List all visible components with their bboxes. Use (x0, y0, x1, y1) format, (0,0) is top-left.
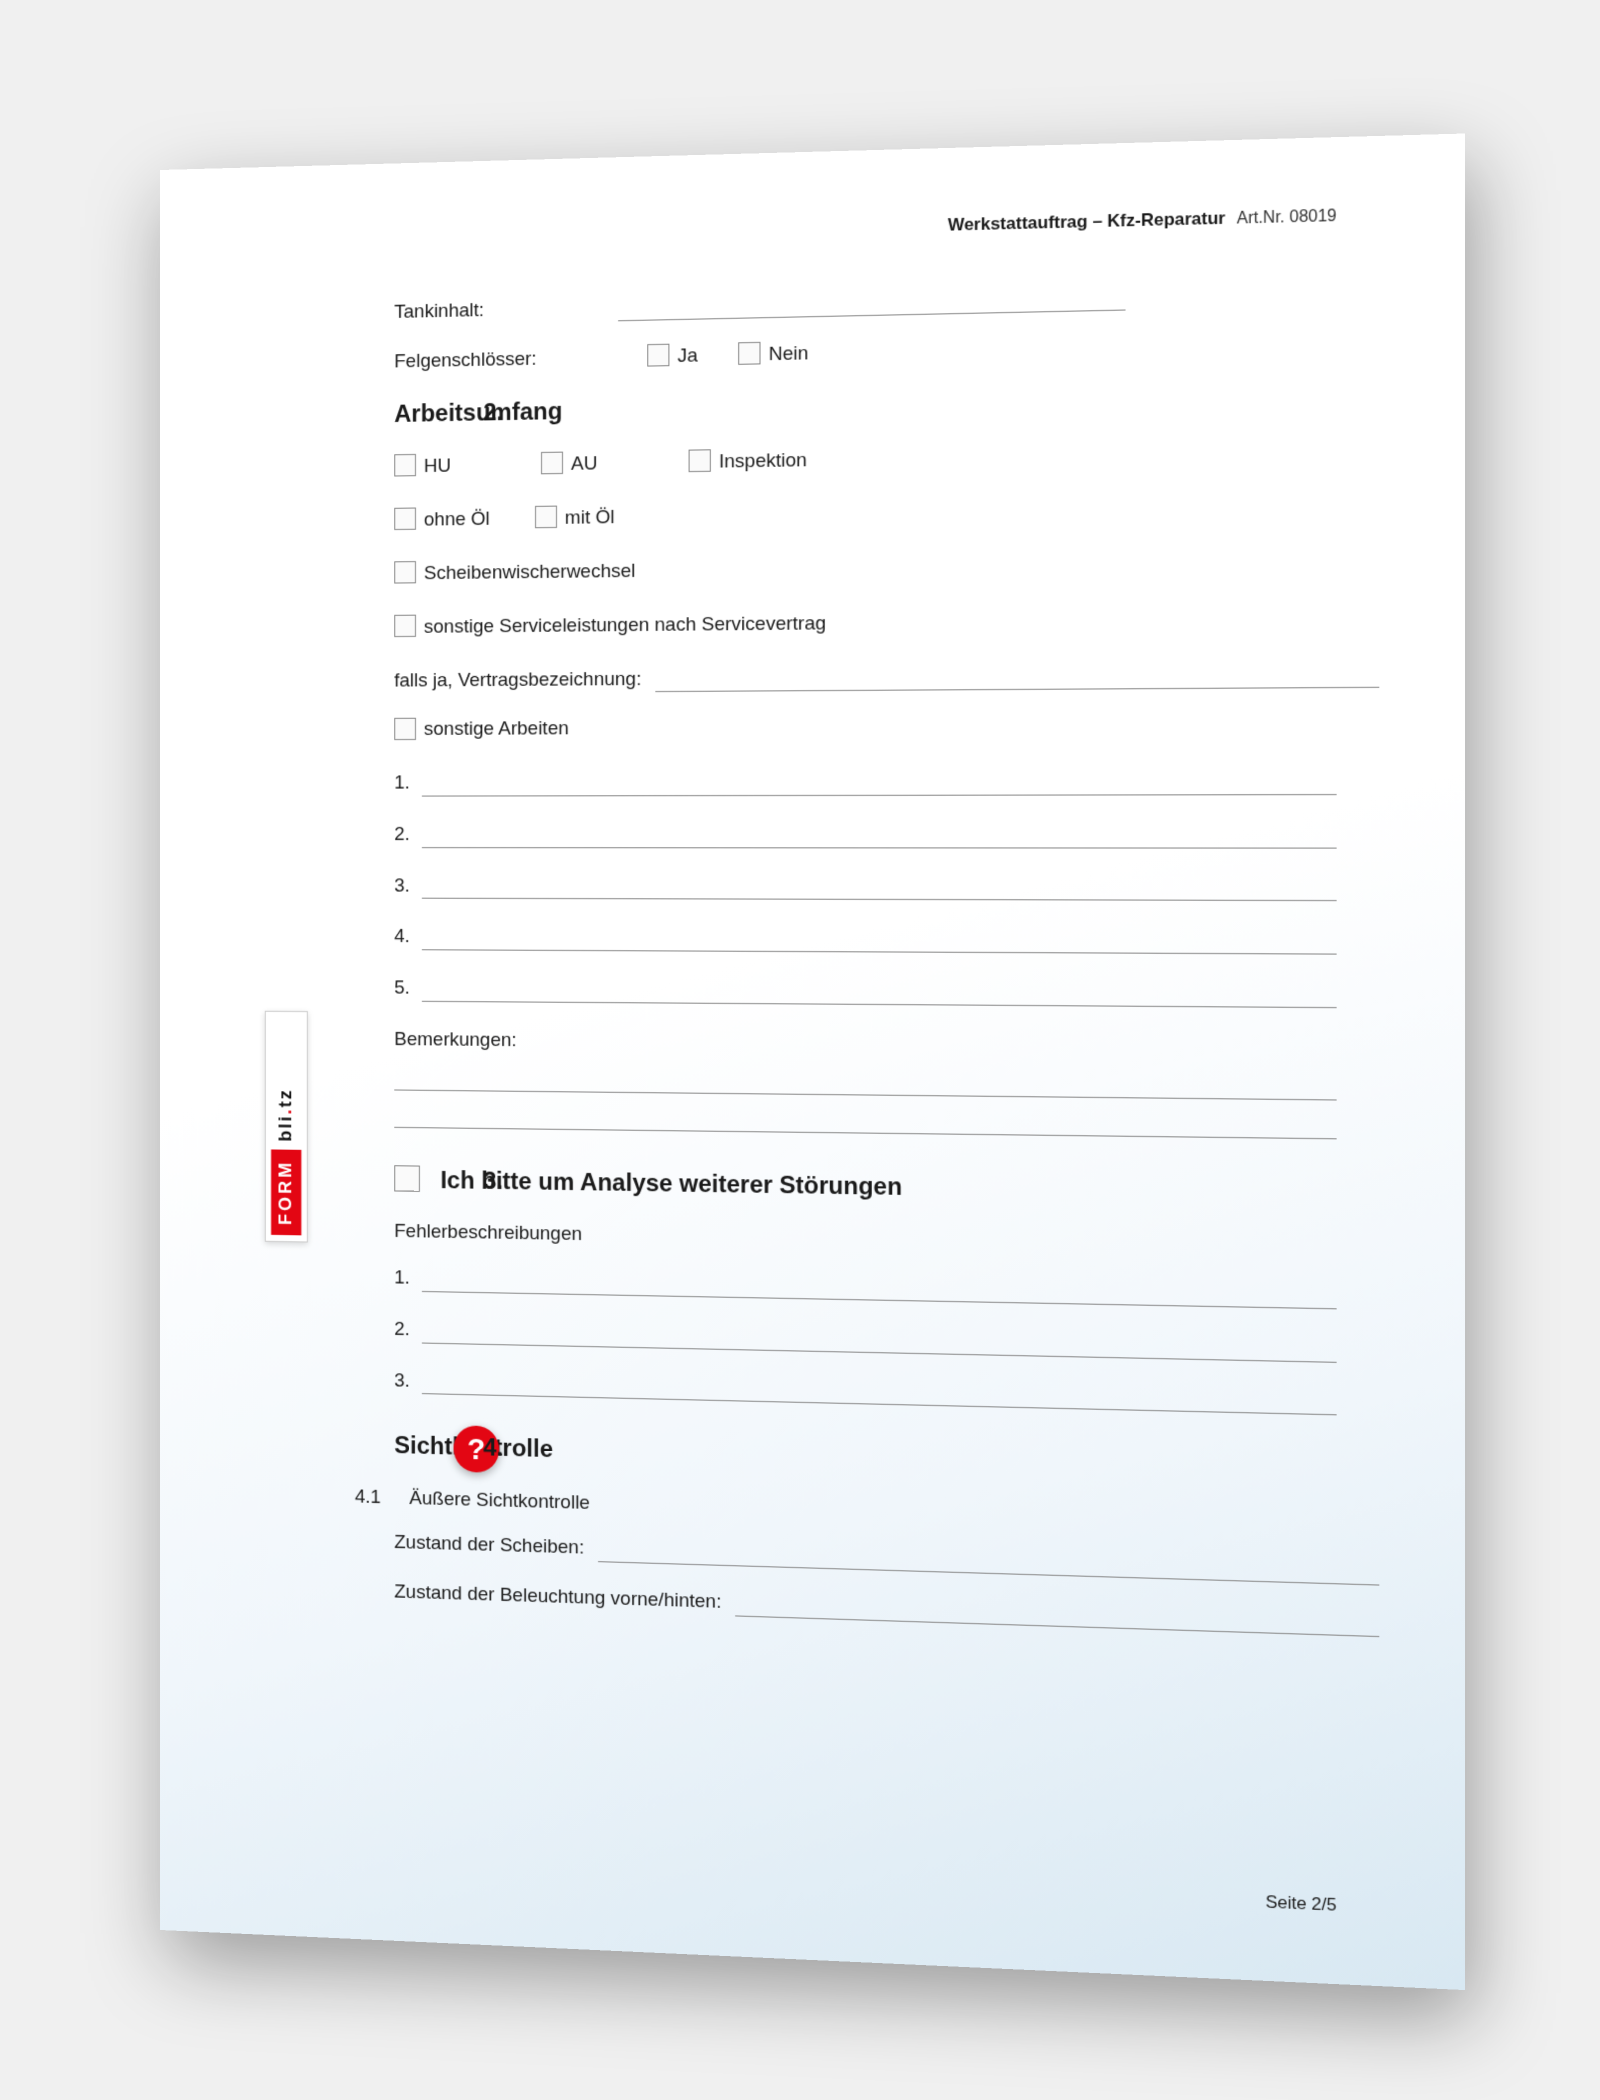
work-line-3[interactable]: 3. (394, 874, 1336, 901)
scheiben-input-line[interactable] (598, 1540, 1379, 1586)
checkbox-icon[interactable] (394, 454, 416, 477)
felgen-label: Felgenschlösser: (394, 345, 647, 375)
section-3: 3. Ich bitte um Analyse weiterer Störung… (355, 1163, 1337, 1416)
checkbox-icon[interactable] (394, 1165, 420, 1192)
logo-blitz: bli.tz (271, 1088, 302, 1150)
checkbox-icon[interactable] (394, 717, 416, 739)
checkbox-icon[interactable] (738, 342, 760, 365)
opt-service[interactable]: sonstige Serviceleistungen nach Servicev… (394, 612, 826, 641)
work-line-2[interactable]: 2. (394, 822, 1336, 848)
opt-inspektion[interactable]: Inspektion (689, 448, 807, 475)
sec2-number: 2. (483, 397, 503, 429)
checkbox-icon[interactable] (647, 344, 669, 367)
opt-au[interactable]: AU (541, 452, 597, 478)
fault-line-2[interactable]: 2. (394, 1318, 1336, 1363)
art-label: Art.Nr. (1237, 209, 1285, 228)
contract-label: falls ja, Vertragsbezeichnung: (394, 667, 641, 694)
beleuchtung-label: Zustand der Beleuchtung vorne/hinten: (394, 1580, 721, 1615)
art-number: 08019 (1289, 207, 1336, 226)
checkbox-icon[interactable] (394, 561, 416, 583)
remarks-line-1[interactable] (394, 1089, 1336, 1100)
checkbox-icon[interactable] (535, 506, 557, 529)
opt-mit-oel[interactable]: mit Öl (535, 505, 615, 531)
beleuchtung-input-line[interactable] (736, 1594, 1380, 1637)
section-2: 2. Arbeitsumfang HU AU Inspektion ohne Ö… (355, 382, 1337, 1139)
sec3-number: 3. (483, 1165, 503, 1197)
contract-input-line[interactable] (656, 665, 1380, 692)
sec2-title: Arbeitsumfang (394, 382, 1336, 431)
scheiben-label: Zustand der Scheiben: (394, 1531, 584, 1562)
section-4: ? 4. Sichtkontrolle 4.1 Äußere Sichtkont… (355, 1429, 1337, 1635)
felgen-row: Felgenschlösser: Ja Nein (394, 330, 1379, 375)
opt-hu[interactable]: HU (394, 454, 451, 480)
logo-form: FORM (271, 1149, 302, 1235)
opt-other[interactable]: sonstige Arbeiten (394, 717, 569, 743)
sec4-sub-title: Äußere Sichtkontrolle (409, 1487, 590, 1513)
fault-line-3[interactable]: 3. (394, 1369, 1336, 1416)
tank-label: Tankinhalt: (394, 299, 484, 326)
checkbox-icon[interactable] (394, 507, 416, 530)
sec4-sub-number: 4.1 (355, 1485, 404, 1511)
header-title: Werkstattauftrag – Kfz-Reparatur (948, 208, 1226, 235)
felgen-yes[interactable]: Ja (647, 344, 698, 370)
remarks-label: Bemerkungen: (394, 1028, 1336, 1061)
work-line-4[interactable]: 4. (394, 925, 1336, 954)
sec4-title: Sichtkontrolle (394, 1430, 1336, 1486)
fault-line-1[interactable]: 1. (394, 1267, 1336, 1310)
work-line-1[interactable]: 1. (394, 769, 1336, 796)
opt-ohne-oel[interactable]: ohne Öl (394, 507, 490, 533)
formblitz-logo: FORM bli.tz (265, 1011, 308, 1243)
page-number: Seite 2/5 (1265, 1891, 1336, 1917)
remarks-line-2[interactable] (394, 1126, 1336, 1138)
document-page: Werkstattauftrag – Kfz-Reparatur Art.Nr.… (160, 134, 1465, 1991)
sec4-number: 4. (483, 1432, 503, 1464)
felgen-no[interactable]: Nein (738, 342, 808, 369)
checkbox-icon[interactable] (541, 452, 563, 475)
sec3-title: Ich bitte um Analyse weiterer Störungen (440, 1166, 902, 1200)
sec3-sublabel: Fehlerbeschreibungen (394, 1219, 1336, 1260)
work-line-5[interactable]: 5. (394, 977, 1336, 1008)
checkbox-icon[interactable] (394, 615, 416, 637)
checkbox-icon[interactable] (689, 449, 711, 472)
sec3-title-row: Ich bitte um Analyse weiterer Störungen (394, 1164, 1336, 1210)
opt-wiper[interactable]: Scheibenwischerwechsel (394, 559, 635, 587)
